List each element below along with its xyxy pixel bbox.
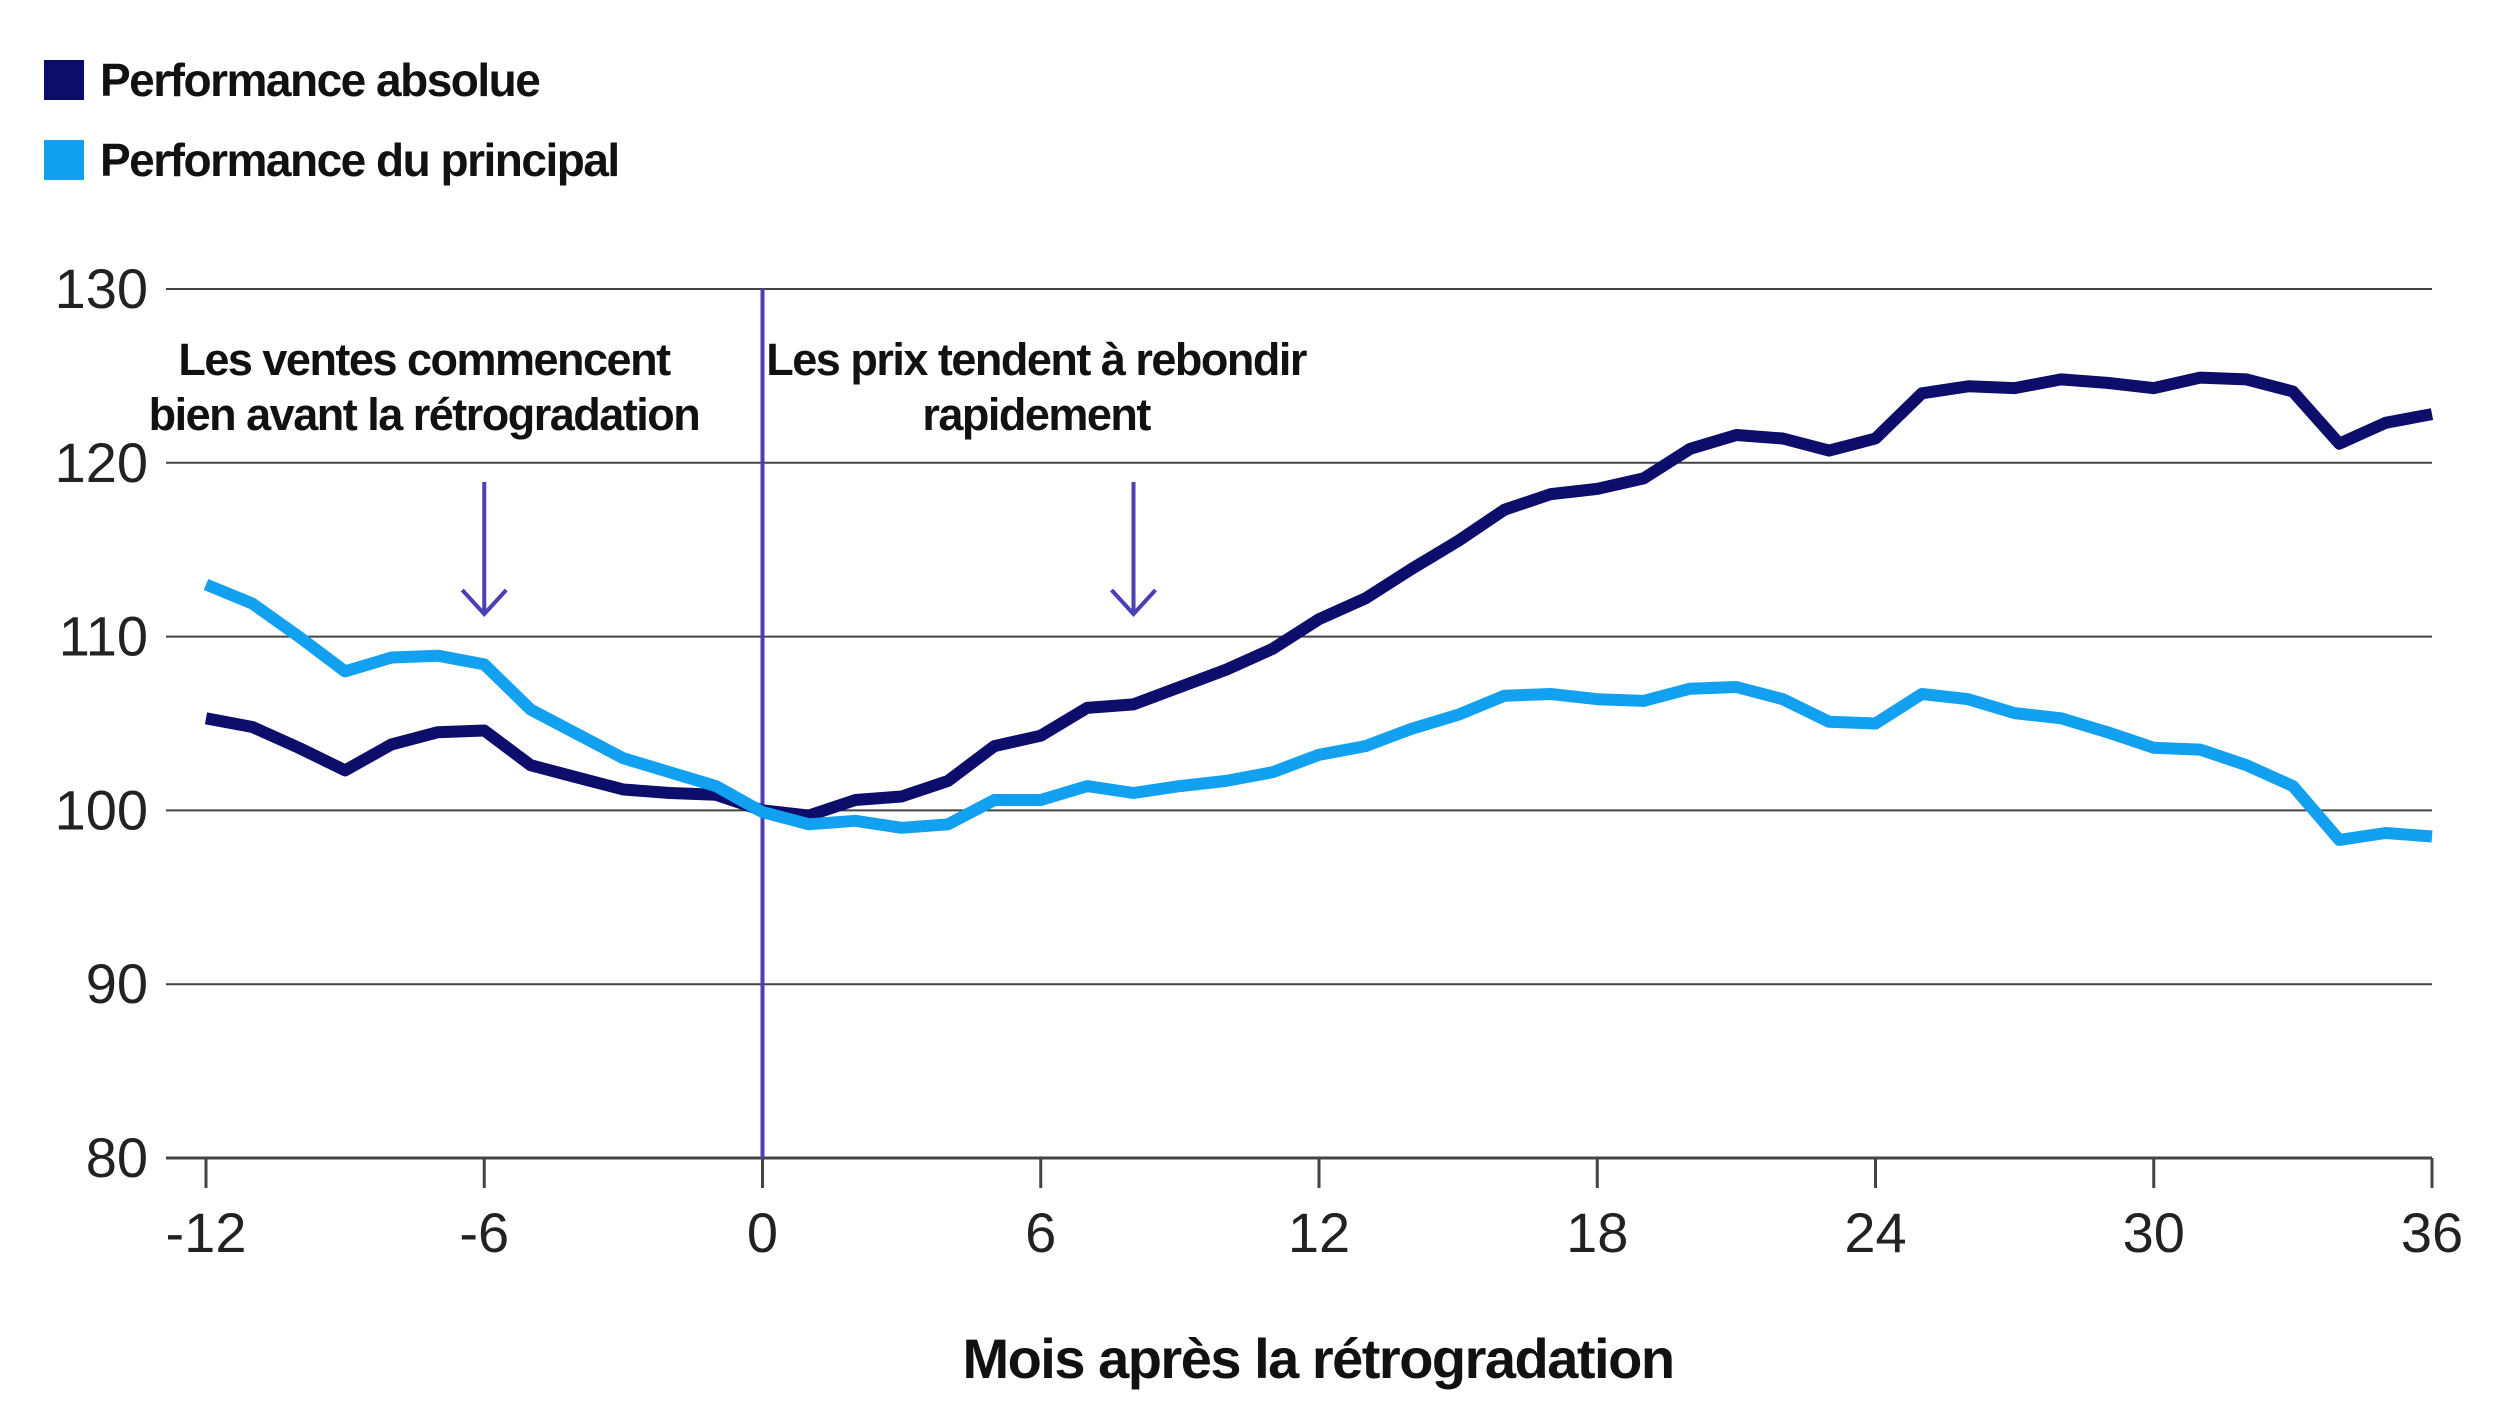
legend-swatch-principal — [44, 140, 84, 180]
x-tick-label-18: 18 — [1566, 1201, 1628, 1264]
legend: Performance absolue Performance du princ… — [44, 40, 620, 200]
x-tick-label-36: 36 — [2401, 1201, 2463, 1264]
x-tick-label-6: 6 — [1025, 1201, 1056, 1264]
legend-item-principal: Performance du principal — [44, 120, 620, 200]
y-tick-label-90: 90 — [86, 952, 148, 1015]
x-tick-label-0: 0 — [747, 1201, 778, 1264]
y-tick-label-100: 100 — [55, 778, 148, 841]
annotation-0-line-1: bien avant la rétrogradation — [149, 389, 700, 440]
x-tick-label-24: 24 — [1844, 1201, 1906, 1264]
legend-label-principal: Performance du principal — [100, 134, 620, 186]
series-lines — [203, 371, 2434, 846]
legend-swatch-absolue — [44, 60, 84, 100]
x-tick-label--6: -6 — [459, 1201, 509, 1264]
x-tick-label-30: 30 — [2123, 1201, 2185, 1264]
annotation-1-line-1: rapidement — [922, 389, 1151, 440]
y-tick-label-80: 80 — [86, 1126, 148, 1189]
legend-label-absolue: Performance absolue — [100, 54, 541, 106]
legend-item-absolue: Performance absolue — [44, 40, 619, 120]
x-axis: -12 -6 0 6 12 18 24 30 36 — [166, 1158, 2463, 1264]
x-tick-label-12: 12 — [1288, 1201, 1350, 1264]
y-tick-label-120: 120 — [55, 431, 148, 494]
y-tick-labels: 80 90 100 110 120 130 — [55, 257, 148, 1189]
y-tick-label-110: 110 — [59, 605, 148, 668]
annotation-0-line-0: Les ventes commencent — [178, 334, 671, 385]
annotation-arrow-head-1 — [1110, 588, 1157, 617]
series-line-principal — [203, 578, 2433, 846]
x-axis-title: Mois après la rétrogradation — [962, 1327, 1673, 1390]
series-line-absolue — [204, 371, 2434, 822]
grid-lines — [166, 288, 2432, 1160]
y-tick-label-130: 130 — [55, 257, 148, 320]
annotation-arrow-head-0 — [460, 588, 508, 617]
annotation-1-line-0: Les prix tendent à rebondir — [766, 334, 1307, 385]
x-tick-label--12: -12 — [166, 1201, 247, 1264]
